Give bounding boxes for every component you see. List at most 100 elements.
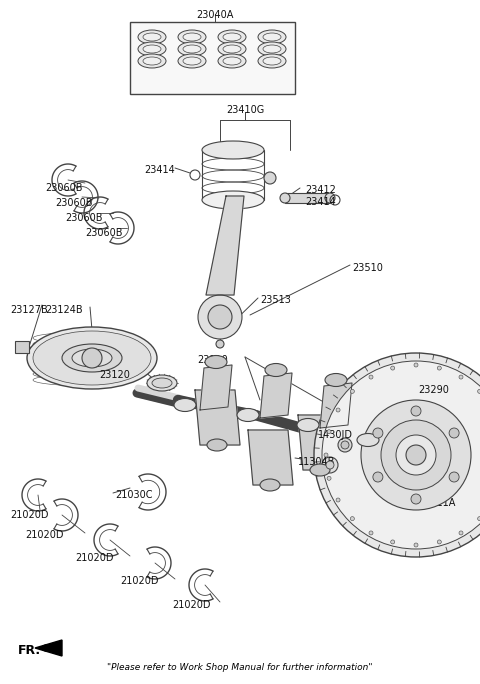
Ellipse shape: [205, 356, 227, 369]
Ellipse shape: [33, 331, 151, 385]
Circle shape: [437, 540, 441, 544]
Text: 23510: 23510: [352, 263, 383, 273]
Circle shape: [373, 472, 383, 482]
Circle shape: [324, 453, 328, 457]
Ellipse shape: [183, 57, 201, 65]
Text: 23060B: 23060B: [65, 213, 103, 223]
Circle shape: [478, 389, 480, 393]
Ellipse shape: [207, 439, 227, 451]
Text: 23414: 23414: [144, 165, 175, 175]
Ellipse shape: [72, 349, 112, 367]
Circle shape: [314, 353, 480, 557]
Circle shape: [391, 366, 395, 370]
Text: 21020D: 21020D: [120, 576, 158, 586]
Text: 21030C: 21030C: [115, 490, 153, 500]
Ellipse shape: [223, 45, 241, 53]
Circle shape: [414, 363, 418, 367]
Circle shape: [327, 430, 331, 434]
Ellipse shape: [237, 408, 259, 421]
Ellipse shape: [258, 42, 286, 56]
Bar: [15, 341, 29, 353]
Text: 23412: 23412: [305, 185, 336, 195]
Ellipse shape: [258, 54, 286, 68]
Circle shape: [449, 428, 459, 438]
Ellipse shape: [258, 30, 286, 44]
Circle shape: [322, 361, 480, 549]
Circle shape: [82, 348, 102, 368]
Ellipse shape: [143, 45, 161, 53]
Text: 1430JD: 1430JD: [318, 430, 353, 440]
Ellipse shape: [152, 378, 172, 388]
Ellipse shape: [183, 45, 201, 53]
Polygon shape: [260, 373, 292, 418]
Ellipse shape: [178, 54, 206, 68]
Ellipse shape: [178, 30, 206, 44]
Ellipse shape: [147, 375, 177, 391]
Ellipse shape: [62, 344, 122, 372]
Text: 23060B: 23060B: [45, 183, 83, 193]
Circle shape: [478, 516, 480, 521]
Circle shape: [198, 295, 242, 339]
Text: 21020D: 21020D: [172, 600, 211, 610]
Ellipse shape: [264, 172, 276, 184]
Polygon shape: [248, 430, 293, 485]
Ellipse shape: [138, 30, 166, 44]
Text: 21020D: 21020D: [25, 530, 63, 540]
Text: 21020D: 21020D: [75, 553, 113, 563]
Text: 23124B: 23124B: [45, 305, 83, 315]
Circle shape: [341, 441, 349, 449]
Ellipse shape: [265, 363, 287, 376]
Circle shape: [406, 445, 426, 465]
Text: 23513: 23513: [260, 295, 291, 305]
Circle shape: [369, 531, 373, 535]
Text: "Please refer to Work Shop Manual for further information": "Please refer to Work Shop Manual for fu…: [107, 663, 373, 672]
Ellipse shape: [325, 193, 335, 203]
Ellipse shape: [223, 33, 241, 41]
Ellipse shape: [297, 419, 319, 432]
Ellipse shape: [218, 30, 246, 44]
Ellipse shape: [27, 327, 157, 389]
Circle shape: [208, 305, 232, 329]
Circle shape: [414, 543, 418, 547]
Circle shape: [326, 461, 334, 469]
Ellipse shape: [218, 42, 246, 56]
Ellipse shape: [178, 42, 206, 56]
Text: 23060B: 23060B: [55, 198, 93, 208]
Circle shape: [381, 420, 451, 490]
Text: 23040A: 23040A: [196, 10, 234, 20]
Circle shape: [373, 428, 383, 438]
Circle shape: [369, 375, 373, 379]
Circle shape: [411, 406, 421, 416]
Ellipse shape: [263, 57, 281, 65]
Circle shape: [426, 492, 438, 504]
Circle shape: [327, 476, 331, 480]
Text: FR.: FR.: [18, 644, 41, 657]
Text: 23414: 23414: [305, 197, 336, 207]
Polygon shape: [320, 383, 352, 428]
Ellipse shape: [202, 191, 264, 209]
Ellipse shape: [202, 141, 264, 159]
Polygon shape: [298, 415, 343, 470]
Ellipse shape: [310, 464, 330, 476]
Ellipse shape: [357, 434, 379, 447]
Ellipse shape: [143, 33, 161, 41]
Text: 23110: 23110: [197, 355, 228, 365]
Ellipse shape: [143, 57, 161, 65]
Ellipse shape: [280, 193, 290, 203]
Text: 23127B: 23127B: [10, 305, 48, 315]
Ellipse shape: [138, 42, 166, 56]
Text: 23060B: 23060B: [85, 228, 122, 238]
Circle shape: [396, 435, 436, 475]
Text: 23410G: 23410G: [226, 105, 264, 115]
Bar: [130, 22, 295, 94]
Circle shape: [336, 408, 340, 412]
Text: 23290: 23290: [418, 385, 449, 395]
Circle shape: [336, 498, 340, 502]
Ellipse shape: [138, 54, 166, 68]
Circle shape: [391, 540, 395, 544]
Circle shape: [459, 375, 463, 379]
Polygon shape: [200, 365, 232, 410]
Polygon shape: [195, 390, 240, 445]
Circle shape: [350, 516, 354, 521]
Text: 21020D: 21020D: [10, 510, 48, 520]
